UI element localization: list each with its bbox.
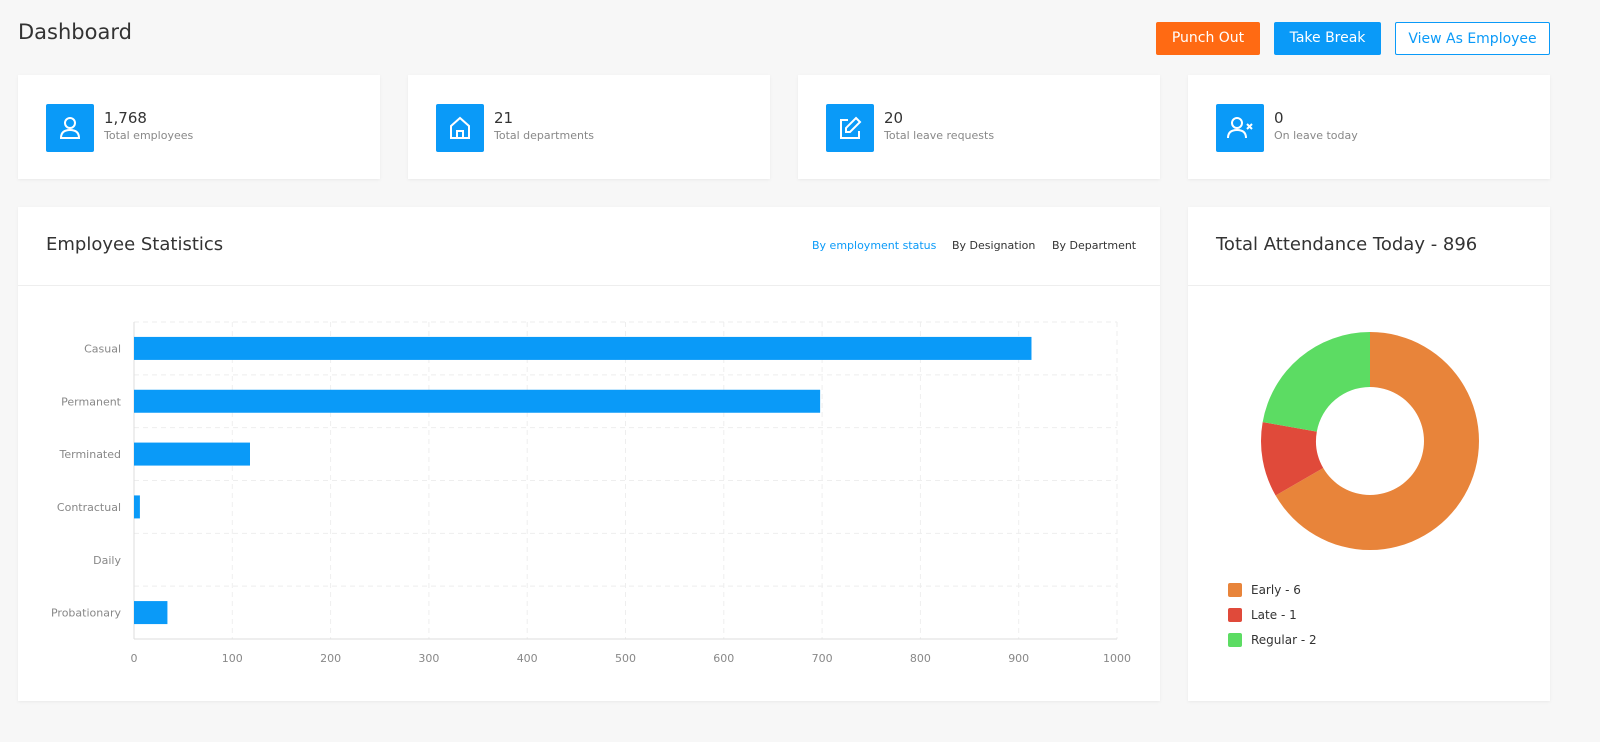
donut-slice xyxy=(1262,332,1370,432)
donut-slice xyxy=(1275,332,1479,550)
legend-swatch xyxy=(1228,608,1242,622)
stat-label: Total employees xyxy=(104,129,194,142)
divider xyxy=(18,285,1160,286)
y-tick-label: Contractual xyxy=(57,501,121,514)
page-title: Dashboard xyxy=(18,20,132,44)
y-tick-label: Permanent xyxy=(61,395,122,408)
y-tick-label: Daily xyxy=(93,554,121,567)
employee-statistics-card: Employee Statistics By employment status… xyxy=(18,207,1160,701)
x-tick-label: 500 xyxy=(615,652,636,665)
x-tick-label: 400 xyxy=(517,652,538,665)
legend-swatch xyxy=(1228,583,1242,597)
x-tick-label: 200 xyxy=(320,652,341,665)
stat-label: Total leave requests xyxy=(884,129,995,142)
bar-chart: 0 100 200 300 400 500 600 700 800 900 1000 Casual Pe… xyxy=(51,321,1131,665)
tab[interactable]: By Department xyxy=(1052,239,1137,252)
x-tick-label: 600 xyxy=(713,652,734,665)
bar xyxy=(134,389,821,413)
legend-label: Regular - 2 xyxy=(1251,633,1317,647)
donut-slice xyxy=(1261,422,1324,496)
legend-label: Early - 6 xyxy=(1251,583,1301,597)
stat-label: On leave today xyxy=(1274,129,1358,142)
stat-value: 21 xyxy=(494,109,514,127)
take-break-button[interactable]: Take Break xyxy=(1274,22,1381,55)
stat-card: 21 Total departments xyxy=(408,75,770,179)
bar xyxy=(134,336,1032,360)
stat-value: 1,768 xyxy=(104,109,147,127)
attendance-card: Total Attendance Today - 896 Early - 6 La… xyxy=(1188,207,1550,701)
tab[interactable]: By Designation xyxy=(952,239,1036,252)
bar xyxy=(134,442,250,466)
card-title: Total Attendance Today - 896 xyxy=(1216,234,1478,255)
x-tick-label: 1000 xyxy=(1103,652,1131,665)
view-as-employee-button[interactable]: View As Employee xyxy=(1395,22,1550,55)
stat-value: 0 xyxy=(1274,109,1284,127)
x-tick-label: 700 xyxy=(812,652,833,665)
stat-card: 1,768 Total employees xyxy=(18,75,380,179)
card-title: Employee Statistics xyxy=(46,234,224,255)
x-tick-label: 800 xyxy=(910,652,931,665)
bar xyxy=(134,601,168,625)
icon xyxy=(46,104,94,152)
icon xyxy=(436,104,484,152)
y-tick-label: Casual xyxy=(84,342,121,355)
icon xyxy=(826,104,874,152)
x-tick-label: 0 xyxy=(131,652,138,665)
divider xyxy=(1188,285,1550,286)
stat-value: 20 xyxy=(884,109,904,127)
tab[interactable]: By employment status xyxy=(812,239,937,252)
stat-label: Total departments xyxy=(494,129,594,142)
stat-card: 0 On leave today xyxy=(1188,75,1550,179)
legend-swatch xyxy=(1228,633,1242,647)
punch-out-button[interactable]: Punch Out xyxy=(1156,22,1260,55)
x-tick-label: 900 xyxy=(1008,652,1029,665)
x-tick-label: 300 xyxy=(418,652,439,665)
legend-label: Late - 1 xyxy=(1251,608,1297,622)
x-tick-label: 100 xyxy=(222,652,243,665)
stat-card: 20 Total leave requests xyxy=(798,75,1160,179)
y-tick-label: Terminated xyxy=(59,448,122,461)
y-tick-label: Probationary xyxy=(51,607,122,620)
donut-chart: Early - 6 Late - 1 Regular - 2 xyxy=(1228,332,1479,647)
icon xyxy=(1216,104,1264,152)
bar xyxy=(134,495,140,519)
